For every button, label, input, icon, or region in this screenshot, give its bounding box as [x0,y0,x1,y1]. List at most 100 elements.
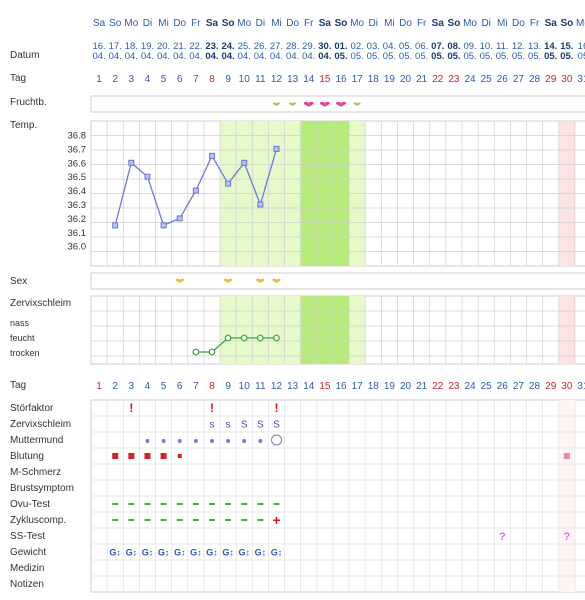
day-number-bottom: 1 [96,381,102,392]
temperature-point [176,215,183,222]
date-month: 05. [415,51,428,62]
label-brustsymptom: Brustsymptom [10,483,74,494]
date-month: 05. [480,51,493,62]
day-number-bottom: 23 [448,381,460,392]
weekday-label: Sa [545,18,558,29]
temperature-point [160,222,167,229]
label-sex: Sex [10,276,28,287]
date-month: 05 [578,51,585,62]
label-nass: nass [10,318,30,328]
day-number-bottom: 19 [384,381,396,392]
sex-heart-icon [223,278,233,284]
ss-test-mark: ? [563,531,570,543]
date-day: 25. [238,41,251,52]
fertile-heart-icon [336,101,347,107]
day-number-bottom: 15 [319,381,331,392]
label-trocken: trocken [10,348,40,358]
day-number-bottom: 21 [416,381,428,392]
day-number-bottom: 4 [145,381,151,392]
blutung-mark [563,453,570,459]
fertile-heart-icon [319,101,330,107]
sex-row [90,272,585,290]
weekday-label: Fr [304,18,314,29]
day-number: 15 [319,74,331,85]
day-number-bottom: 12 [271,381,283,392]
date-month: 05. [399,51,412,62]
label-ovu-test: Ovu-Test [10,499,51,510]
date-day: 29. [302,41,315,52]
date-month: 05. [528,51,541,62]
day-number-bottom: 20 [400,381,412,392]
fertile-peak-band [300,296,317,364]
gewicht-mark: G↕ [158,548,170,558]
day-number: 5 [161,74,167,85]
blutung-mark [160,453,167,459]
date-month: 04. [125,51,138,62]
y-tick-label: 36.2 [68,214,87,225]
label-gewicht: Gewicht [10,547,47,558]
day-number: 6 [177,74,183,85]
day-number: 13 [287,74,299,85]
weekday-label: Mi [158,18,169,29]
label-notizen: Notizen [10,579,44,590]
weekday-label: Fr [191,18,201,29]
mucus-point [240,334,248,342]
day-number: 2 [112,74,118,85]
y-tick-label: 36.7 [68,144,87,155]
ss-test-mark: ? [499,531,506,543]
temperature-point [225,180,232,187]
muttermund-dot [258,439,263,443]
date-day: 03. [367,41,380,52]
date-day: 15. [560,41,573,52]
date-day: 19. [141,41,154,52]
date-day: 22. [189,41,202,52]
day-number-bottom: 27 [513,381,525,392]
date-month: 05. [560,51,573,62]
mucus-point [192,348,200,356]
gewicht-mark: G↕ [206,548,218,558]
fertile-peak-band [316,296,333,364]
label-temperatur: Temp. [10,120,38,131]
day-number: 16 [335,74,347,85]
zervixschleim-mark: S [241,420,248,431]
blutung-mark [112,453,119,459]
label-datum: Datum [10,50,40,61]
sex-heart-icon [256,278,265,284]
day-number: 24 [464,74,476,85]
date-day: 21. [173,41,186,52]
day-number: 18 [368,74,380,85]
y-tick-label: 36.4 [68,186,87,197]
date-day: 02. [351,41,364,52]
date-day: 30. [318,41,331,52]
fertile-small-heart-icon [353,102,361,107]
gewicht-mark: G↕ [190,548,202,558]
day-number-bottom: 31 [577,381,585,392]
sex-heart-icon [272,278,281,284]
date-month: 05. [351,51,364,62]
day-number: 10 [239,74,251,85]
date-month: 04. [286,51,299,62]
date-day: 12. [512,41,525,52]
date-month: 04. [238,51,251,62]
weekday-label: Mo [350,18,364,29]
zervixschleim-mark: S [273,420,280,431]
day-number-bottom: 30 [561,381,573,392]
weekday-label: Mo [237,18,251,29]
date-month: 05. [334,51,347,62]
day-number: 1 [96,74,102,85]
mucus-point [224,334,232,342]
date-day: 08. [447,41,460,52]
label-zervix-header: Zervixschleim [10,298,72,309]
day-number: 14 [303,74,315,85]
weekday-label: Di [256,18,265,29]
y-tick-label: 36.3 [68,200,87,211]
day-number: 11 [255,74,266,85]
gewicht-mark: G↕ [126,548,138,558]
label-blutung: Blutung [10,451,44,462]
gewicht-mark: G↕ [238,548,250,558]
day-number-bottom: 17 [352,381,364,392]
temperature-point [257,201,264,208]
mucus-point [256,334,264,342]
fertile-band [252,296,269,364]
